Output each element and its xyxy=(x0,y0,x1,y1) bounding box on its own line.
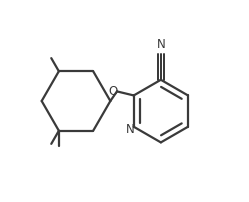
Text: N: N xyxy=(126,123,134,136)
Text: N: N xyxy=(156,38,165,51)
Text: O: O xyxy=(108,85,117,98)
